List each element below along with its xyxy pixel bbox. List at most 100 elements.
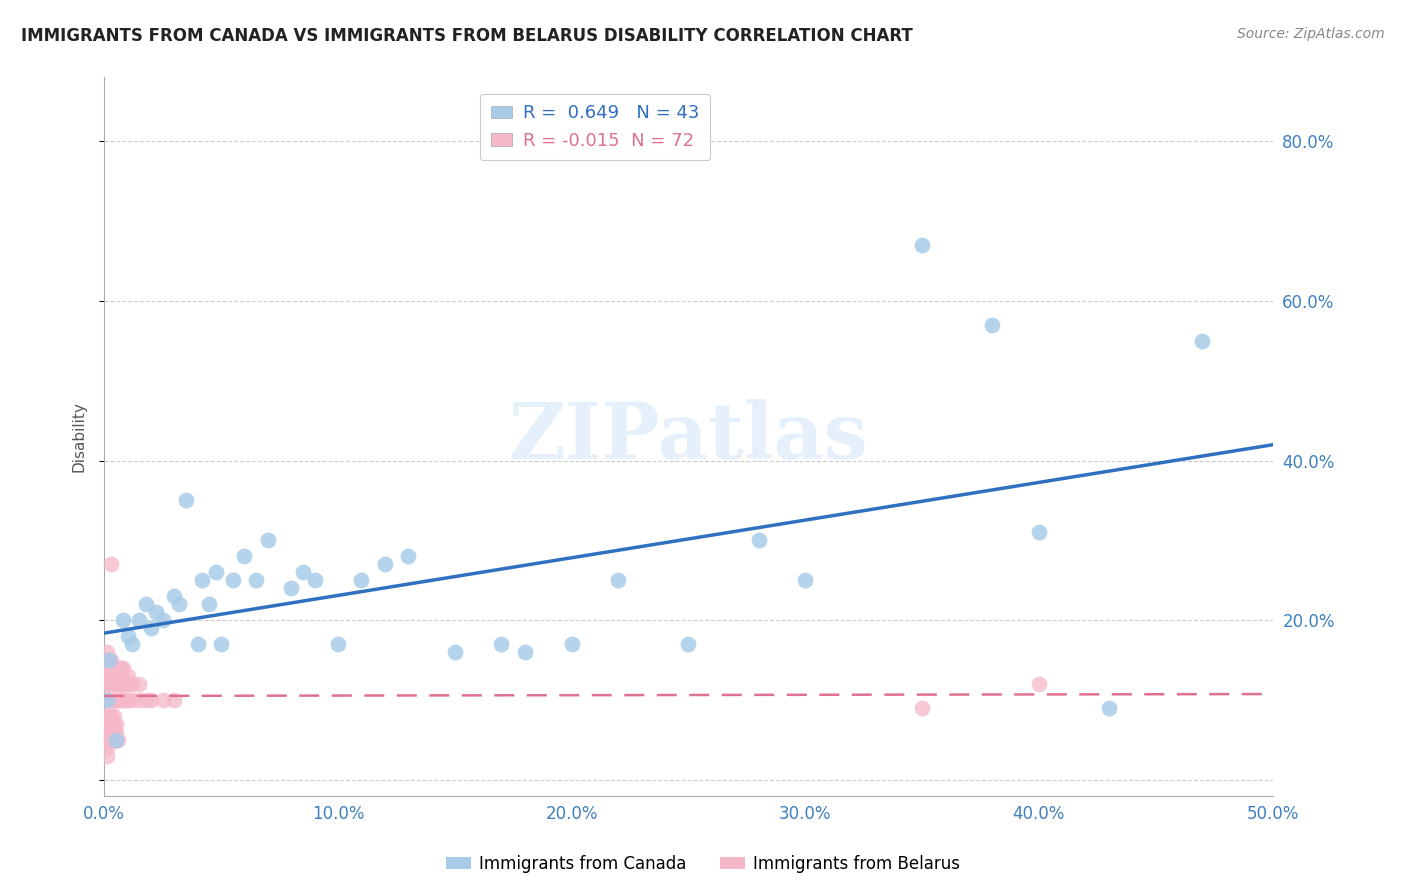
Point <box>163 589 186 603</box>
Point <box>111 661 134 675</box>
Point <box>128 693 150 707</box>
Point <box>100 725 122 739</box>
Point <box>96 740 118 755</box>
Point <box>117 693 139 707</box>
Point <box>110 693 132 707</box>
Point <box>111 613 134 627</box>
Point <box>104 725 127 739</box>
Point <box>135 693 157 707</box>
Point <box>104 732 127 747</box>
Point <box>1028 525 1050 540</box>
Point <box>104 717 127 731</box>
Point <box>135 597 157 611</box>
Point <box>103 669 125 683</box>
Point <box>98 725 121 739</box>
Y-axis label: Disability: Disability <box>72 401 86 472</box>
Point <box>96 653 118 667</box>
Point <box>98 661 121 675</box>
Point <box>167 597 190 611</box>
Point <box>96 645 118 659</box>
Point <box>111 677 134 691</box>
Point <box>103 717 125 731</box>
Point <box>98 677 121 691</box>
Point <box>678 637 700 651</box>
Point <box>128 677 150 691</box>
Point <box>128 613 150 627</box>
Point <box>107 661 129 675</box>
Point <box>103 725 125 739</box>
Point <box>103 693 125 707</box>
Legend: R =  0.649   N = 43, R = -0.015  N = 72: R = 0.649 N = 43, R = -0.015 N = 72 <box>479 94 710 161</box>
Point <box>1191 334 1213 348</box>
Point <box>121 637 143 651</box>
Point <box>443 645 465 659</box>
Point <box>104 669 127 683</box>
Point <box>96 693 118 707</box>
Point <box>107 732 129 747</box>
Point <box>96 717 118 731</box>
Point <box>110 669 132 683</box>
Point <box>110 661 132 675</box>
Point <box>100 558 122 572</box>
Point <box>103 677 125 691</box>
Point <box>121 693 143 707</box>
Point <box>152 613 174 627</box>
Point <box>152 693 174 707</box>
Point <box>222 574 245 588</box>
Point <box>104 732 127 747</box>
Point <box>96 709 118 723</box>
Point <box>747 533 769 548</box>
Point <box>104 661 127 675</box>
Point <box>104 693 127 707</box>
Point <box>98 653 121 667</box>
Point <box>103 709 125 723</box>
Legend: Immigrants from Canada, Immigrants from Belarus: Immigrants from Canada, Immigrants from … <box>439 848 967 880</box>
Point <box>103 732 125 747</box>
Point <box>100 693 122 707</box>
Point <box>110 677 132 691</box>
Point <box>191 574 214 588</box>
Point <box>1028 677 1050 691</box>
Point <box>100 677 122 691</box>
Point <box>117 677 139 691</box>
Point <box>174 493 197 508</box>
Point <box>233 549 256 564</box>
Point <box>100 717 122 731</box>
Point <box>145 605 167 619</box>
Point <box>96 693 118 707</box>
Text: Source: ZipAtlas.com: Source: ZipAtlas.com <box>1237 27 1385 41</box>
Point <box>607 574 630 588</box>
Point <box>96 732 118 747</box>
Point <box>111 693 134 707</box>
Point <box>98 669 121 683</box>
Point <box>96 748 118 763</box>
Point <box>96 677 118 691</box>
Point <box>491 637 513 651</box>
Point <box>100 653 122 667</box>
Point <box>96 669 118 683</box>
Point <box>139 693 162 707</box>
Point <box>794 574 817 588</box>
Text: IMMIGRANTS FROM CANADA VS IMMIGRANTS FROM BELARUS DISABILITY CORRELATION CHART: IMMIGRANTS FROM CANADA VS IMMIGRANTS FRO… <box>21 27 912 45</box>
Point <box>981 318 1004 332</box>
Point <box>117 629 139 643</box>
Point <box>291 566 314 580</box>
Point <box>107 693 129 707</box>
Point <box>374 558 396 572</box>
Point <box>198 597 221 611</box>
Point <box>561 637 583 651</box>
Point <box>1098 701 1121 715</box>
Point <box>98 732 121 747</box>
Point <box>209 637 232 651</box>
Point <box>98 653 121 667</box>
Point <box>350 574 373 588</box>
Point <box>107 669 129 683</box>
Point <box>304 574 326 588</box>
Point <box>187 637 209 651</box>
Point <box>96 661 118 675</box>
Point <box>163 693 186 707</box>
Point <box>326 637 349 651</box>
Point <box>139 621 162 635</box>
Point <box>911 701 934 715</box>
Point <box>100 709 122 723</box>
